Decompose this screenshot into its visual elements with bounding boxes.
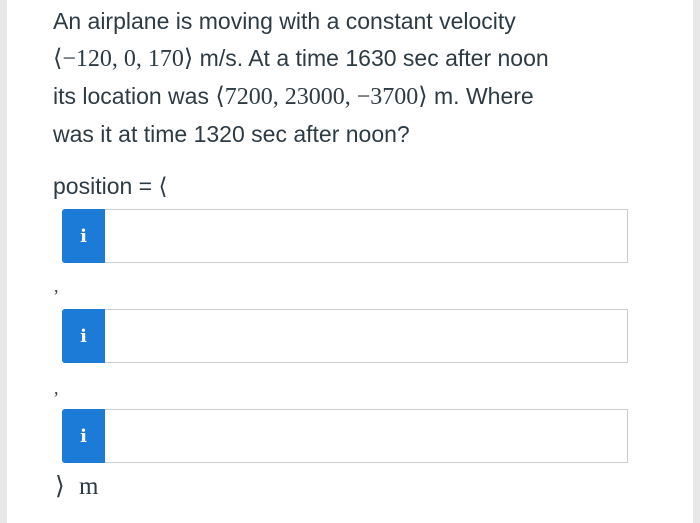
position-label: position = ⟨ <box>53 173 168 199</box>
question-text: An airplane is moving with a constant ve… <box>53 3 653 153</box>
answer-input-y[interactable] <box>105 309 628 363</box>
comma-separator-1: , <box>54 276 59 296</box>
info-icon: i <box>80 425 87 447</box>
velocity-vector: ⟨−120, 0, 170⟩ <box>53 46 194 72</box>
comma-separator-2: , <box>54 378 59 398</box>
question-line-4-text: was it at time 1320 sec after noon? <box>53 121 410 147</box>
right-border <box>693 0 700 523</box>
question-line-3-suffix: m. Where <box>427 83 534 109</box>
answer-input-z[interactable] <box>105 409 628 463</box>
closing-bracket: ⟩ <box>55 473 65 500</box>
question-line-4: was it at time 1320 sec after noon? <box>53 116 653 153</box>
answer-row-x: i <box>62 209 628 263</box>
question-line-1-text: An airplane is moving with a constant ve… <box>53 8 516 34</box>
info-button-x[interactable]: i <box>62 209 105 263</box>
velocity-unit-text: m/s. At a time 1630 sec after noon <box>193 45 549 71</box>
unit-label: m <box>79 473 99 500</box>
answer-row-z: i <box>62 409 628 463</box>
left-border <box>0 0 7 523</box>
info-icon: i <box>80 225 87 247</box>
info-button-z[interactable]: i <box>62 409 105 463</box>
answer-input-x[interactable] <box>105 209 628 263</box>
info-icon: i <box>80 325 87 347</box>
answer-closing: ⟩ m <box>55 470 98 504</box>
answer-row-y: i <box>62 309 628 363</box>
question-line-3-prefix: its location was <box>53 83 216 109</box>
question-line-3: its location was ⟨7200, 23000, −3700⟩ m.… <box>53 78 653 116</box>
info-button-y[interactable]: i <box>62 309 105 363</box>
question-line-2: ⟨−120, 0, 170⟩ m/s. At a time 1630 sec a… <box>53 40 653 78</box>
question-line-1: An airplane is moving with a constant ve… <box>53 3 653 40</box>
location-vector: ⟨7200, 23000, −3700⟩ <box>215 84 428 110</box>
